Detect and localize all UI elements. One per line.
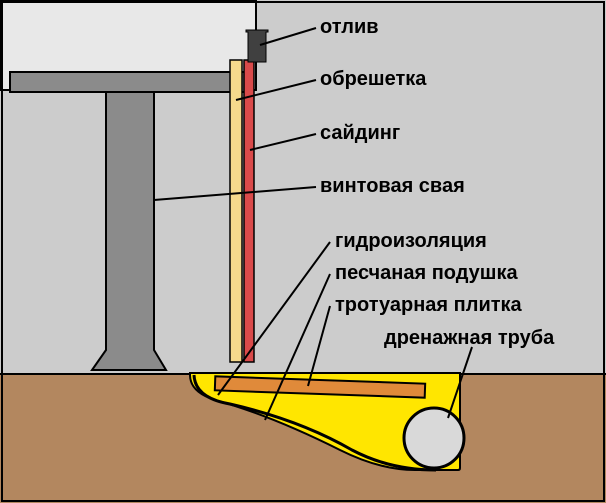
- foundation-diagram: [0, 0, 606, 503]
- label-lath: обрешетка: [320, 68, 426, 91]
- label-otliv: отлив: [320, 16, 379, 39]
- label-hydro: гидроизоляция: [335, 230, 487, 253]
- label-siding: сайдинг: [320, 122, 400, 145]
- label-tile: тротуарная плитка: [335, 294, 522, 317]
- label-pile: винтовая свая: [320, 175, 465, 198]
- label-pipe: дренажная труба: [384, 327, 554, 350]
- label-sand: песчаная подушка: [335, 262, 518, 285]
